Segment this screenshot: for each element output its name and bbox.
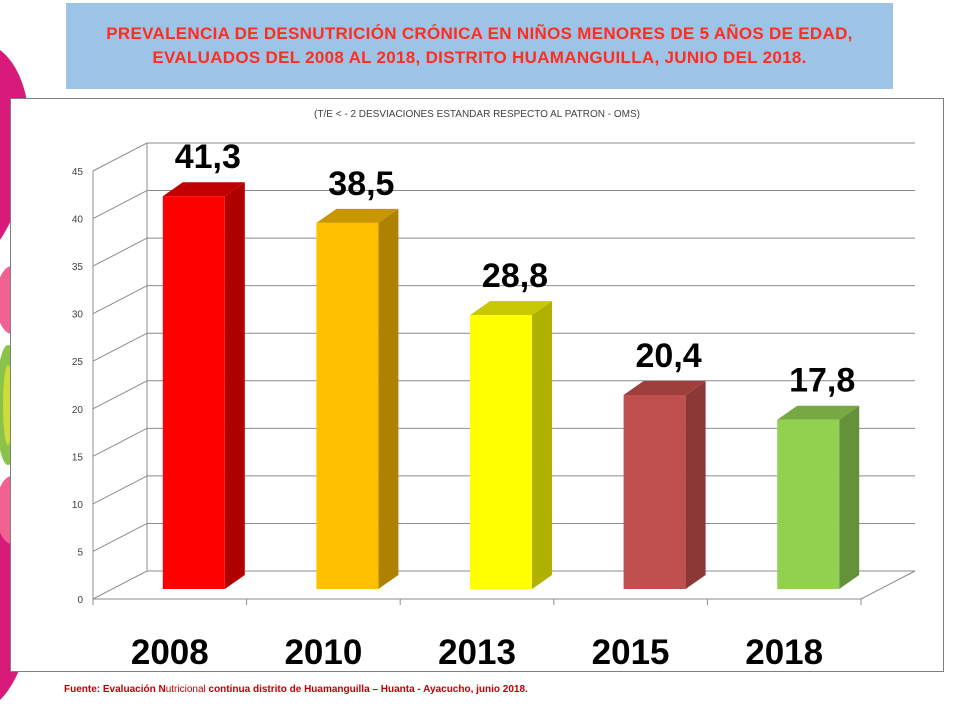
gridline-diagonal [92, 237, 148, 267]
y-tick-label: 35 [72, 262, 84, 273]
gridline-diagonal [92, 332, 148, 362]
title-banner: PREVALENCIA DE DESNUTRICIÓN CRÓNICA EN N… [66, 3, 893, 89]
y-tick-label: 5 [77, 547, 83, 558]
source-nutri-cap: N [158, 684, 166, 695]
x-tick-label: 2018 [745, 633, 823, 671]
bar-side [839, 405, 860, 589]
floor-right-edge [860, 570, 916, 600]
bar-top [316, 208, 399, 223]
y-tick-label: 45 [72, 167, 84, 178]
gridline-diagonal [92, 427, 148, 457]
bar-side [224, 182, 245, 589]
gridline-diagonal [92, 475, 148, 505]
bar-top [162, 182, 245, 197]
data-label: 41,3 [175, 138, 241, 176]
bar-front [162, 196, 225, 589]
data-label: 38,5 [328, 165, 394, 203]
x-tick-label: 2008 [131, 633, 209, 671]
bar-front [316, 222, 379, 590]
y-tick-label: 15 [72, 452, 84, 463]
x-tick-label: 2010 [284, 633, 362, 671]
bar-front [470, 315, 532, 589]
y-tick-label: 30 [72, 310, 84, 321]
bar-chart: (T/E < - 2 DESVIACIONES ESTANDAR RESPECT… [72, 109, 916, 672]
bar-top [470, 301, 552, 316]
bar-front [777, 419, 840, 589]
bar-front [623, 394, 686, 589]
y-tick-label: 10 [72, 500, 84, 511]
bar-top [623, 380, 706, 395]
gridline-diagonal [92, 190, 148, 219]
y-tick-label: 25 [72, 357, 84, 368]
y-tick-label: 20 [72, 405, 84, 416]
x-tick-label: 2013 [438, 633, 516, 671]
gridline-diagonal [92, 570, 148, 600]
gridline-diagonal [92, 285, 148, 315]
bar-side [532, 301, 552, 589]
bar-top [777, 405, 860, 420]
bar-2013 [470, 301, 552, 589]
data-label: 20,4 [636, 337, 702, 375]
gridline-diagonal [92, 523, 148, 552]
chart-main-title: PREVALENCIA DE DESNUTRICIÓN CRÓNICA EN N… [106, 24, 853, 67]
bar-2010 [316, 208, 399, 590]
bar-2018 [777, 405, 860, 589]
gridline-diagonal [92, 380, 148, 410]
bar-2008 [162, 182, 245, 589]
x-tick-label: 2015 [592, 633, 670, 671]
data-label: 17,8 [789, 362, 855, 400]
source-nutri-rest: utricional [165, 684, 206, 695]
source-prefix: Fuente: Evaluación [64, 684, 159, 695]
chart-frame: (T/E < - 2 DESVIACIONES ESTANDAR RESPECT… [10, 98, 944, 672]
gridline-diagonal [92, 142, 148, 172]
source-note: Fuente: Evaluación Nutricional continua … [64, 684, 528, 695]
source-suffix: continua distrito de Huamanguilla – Huan… [205, 684, 528, 695]
bar-2015 [623, 380, 706, 589]
data-label: 28,8 [482, 257, 548, 295]
y-tick-label: 40 [72, 215, 84, 226]
y-tick-label: 0 [77, 595, 83, 606]
bar-side [378, 208, 399, 590]
chart-subtitle: (T/E < - 2 DESVIACIONES ESTANDAR RESPECT… [314, 109, 640, 120]
bar-side [685, 380, 706, 589]
